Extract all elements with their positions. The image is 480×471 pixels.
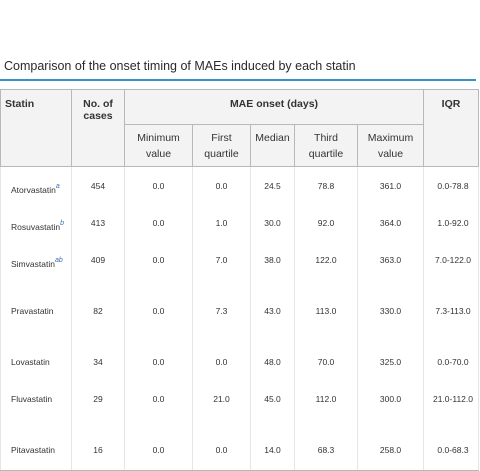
table-row: Fluvastatin 29 0.0 21.0 45.0 112.0 300.0… [0,380,479,431]
cases-cell: 413 [71,204,125,241]
iqr-cell: 0.0-70.0 [423,343,479,380]
min-cell: 0.0 [124,431,193,471]
cases-cell: 16 [71,431,125,471]
q3-cell: 92.0 [294,204,358,241]
q1-cell: 0.0 [192,166,251,204]
max-cell: 330.0 [357,292,424,343]
header-cases: No. of cases [71,89,125,167]
q1-cell: 7.3 [192,292,251,343]
caption-divider [0,79,476,81]
header-q3: Third quartile [294,124,358,167]
min-cell: 0.0 [124,343,193,380]
table-row: Rosuvastatinb 413 0.0 1.0 30.0 92.0 364.… [0,204,479,241]
iqr-cell: 21.0-112.0 [423,380,479,431]
q3-cell: 122.0 [294,241,358,292]
median-cell: 43.0 [250,292,295,343]
table-row: Simvastatinab 409 0.0 7.0 38.0 122.0 363… [0,241,479,292]
statin-name-cell: Rosuvastatinb [0,204,72,241]
header-median: Median [250,124,295,167]
statin-name-cell: Atorvastatina [0,166,72,204]
median-cell: 48.0 [250,343,295,380]
min-cell: 0.0 [124,166,193,204]
statin-name-cell: Pitavastatin [0,431,72,471]
cases-cell: 82 [71,292,125,343]
header-statin: Statin [0,89,72,167]
iqr-cell: 0.0-68.3 [423,431,479,471]
iqr-cell: 7.0-122.0 [423,241,479,292]
statin-name-cell: Fluvastatin [0,380,72,431]
median-cell: 24.5 [250,166,295,204]
q3-cell: 78.8 [294,166,358,204]
median-cell: 14.0 [250,431,295,471]
cases-cell: 454 [71,166,125,204]
iqr-cell: 7.3-113.0 [423,292,479,343]
q1-cell: 1.0 [192,204,251,241]
min-cell: 0.0 [124,292,193,343]
statin-name-cell: Pravastatin [0,292,72,343]
q3-cell: 70.0 [294,343,358,380]
table-caption: Comparison of the onset timing of MAEs i… [4,59,356,73]
footnote-link[interactable]: a [55,183,60,190]
q1-cell: 0.0 [192,431,251,471]
median-cell: 30.0 [250,204,295,241]
footnote-link[interactable]: b [60,220,65,227]
max-cell: 300.0 [357,380,424,431]
max-cell: 361.0 [357,166,424,204]
cases-cell: 409 [71,241,125,292]
max-cell: 258.0 [357,431,424,471]
q1-cell: 21.0 [192,380,251,431]
max-cell: 325.0 [357,343,424,380]
statin-name-cell: Simvastatinab [0,241,72,292]
q3-cell: 68.3 [294,431,358,471]
min-cell: 0.0 [124,241,193,292]
median-cell: 38.0 [250,241,295,292]
iqr-cell: 0.0-78.8 [423,166,479,204]
table-row: Pitavastatin 16 0.0 0.0 14.0 68.3 258.0 … [0,431,479,471]
statin-name-cell: Lovastatin [0,343,72,380]
header-onset-group: MAE onset (days) [124,89,424,125]
iqr-cell: 1.0-92.0 [423,204,479,241]
table-row: Lovastatin 34 0.0 0.0 48.0 70.0 325.0 0.… [0,343,479,380]
max-cell: 364.0 [357,204,424,241]
median-cell: 45.0 [250,380,295,431]
header-q1: First quartile [192,124,251,167]
table-row: Pravastatin 82 0.0 7.3 43.0 113.0 330.0 … [0,292,479,343]
footnote-link[interactable]: ab [54,257,63,264]
header-iqr: IQR [423,89,479,167]
min-cell: 0.0 [124,380,193,431]
header-min: Minimum value [124,124,193,167]
q3-cell: 113.0 [294,292,358,343]
cases-cell: 29 [71,380,125,431]
q1-cell: 0.0 [192,343,251,380]
header-max: Maximum value [357,124,424,167]
max-cell: 363.0 [357,241,424,292]
cases-cell: 34 [71,343,125,380]
q1-cell: 7.0 [192,241,251,292]
statin-onset-table: Statin No. of cases MAE onset (days) IQR… [0,89,479,471]
q3-cell: 112.0 [294,380,358,431]
min-cell: 0.0 [124,204,193,241]
table-row: Atorvastatina 454 0.0 0.0 24.5 78.8 361.… [0,166,479,204]
